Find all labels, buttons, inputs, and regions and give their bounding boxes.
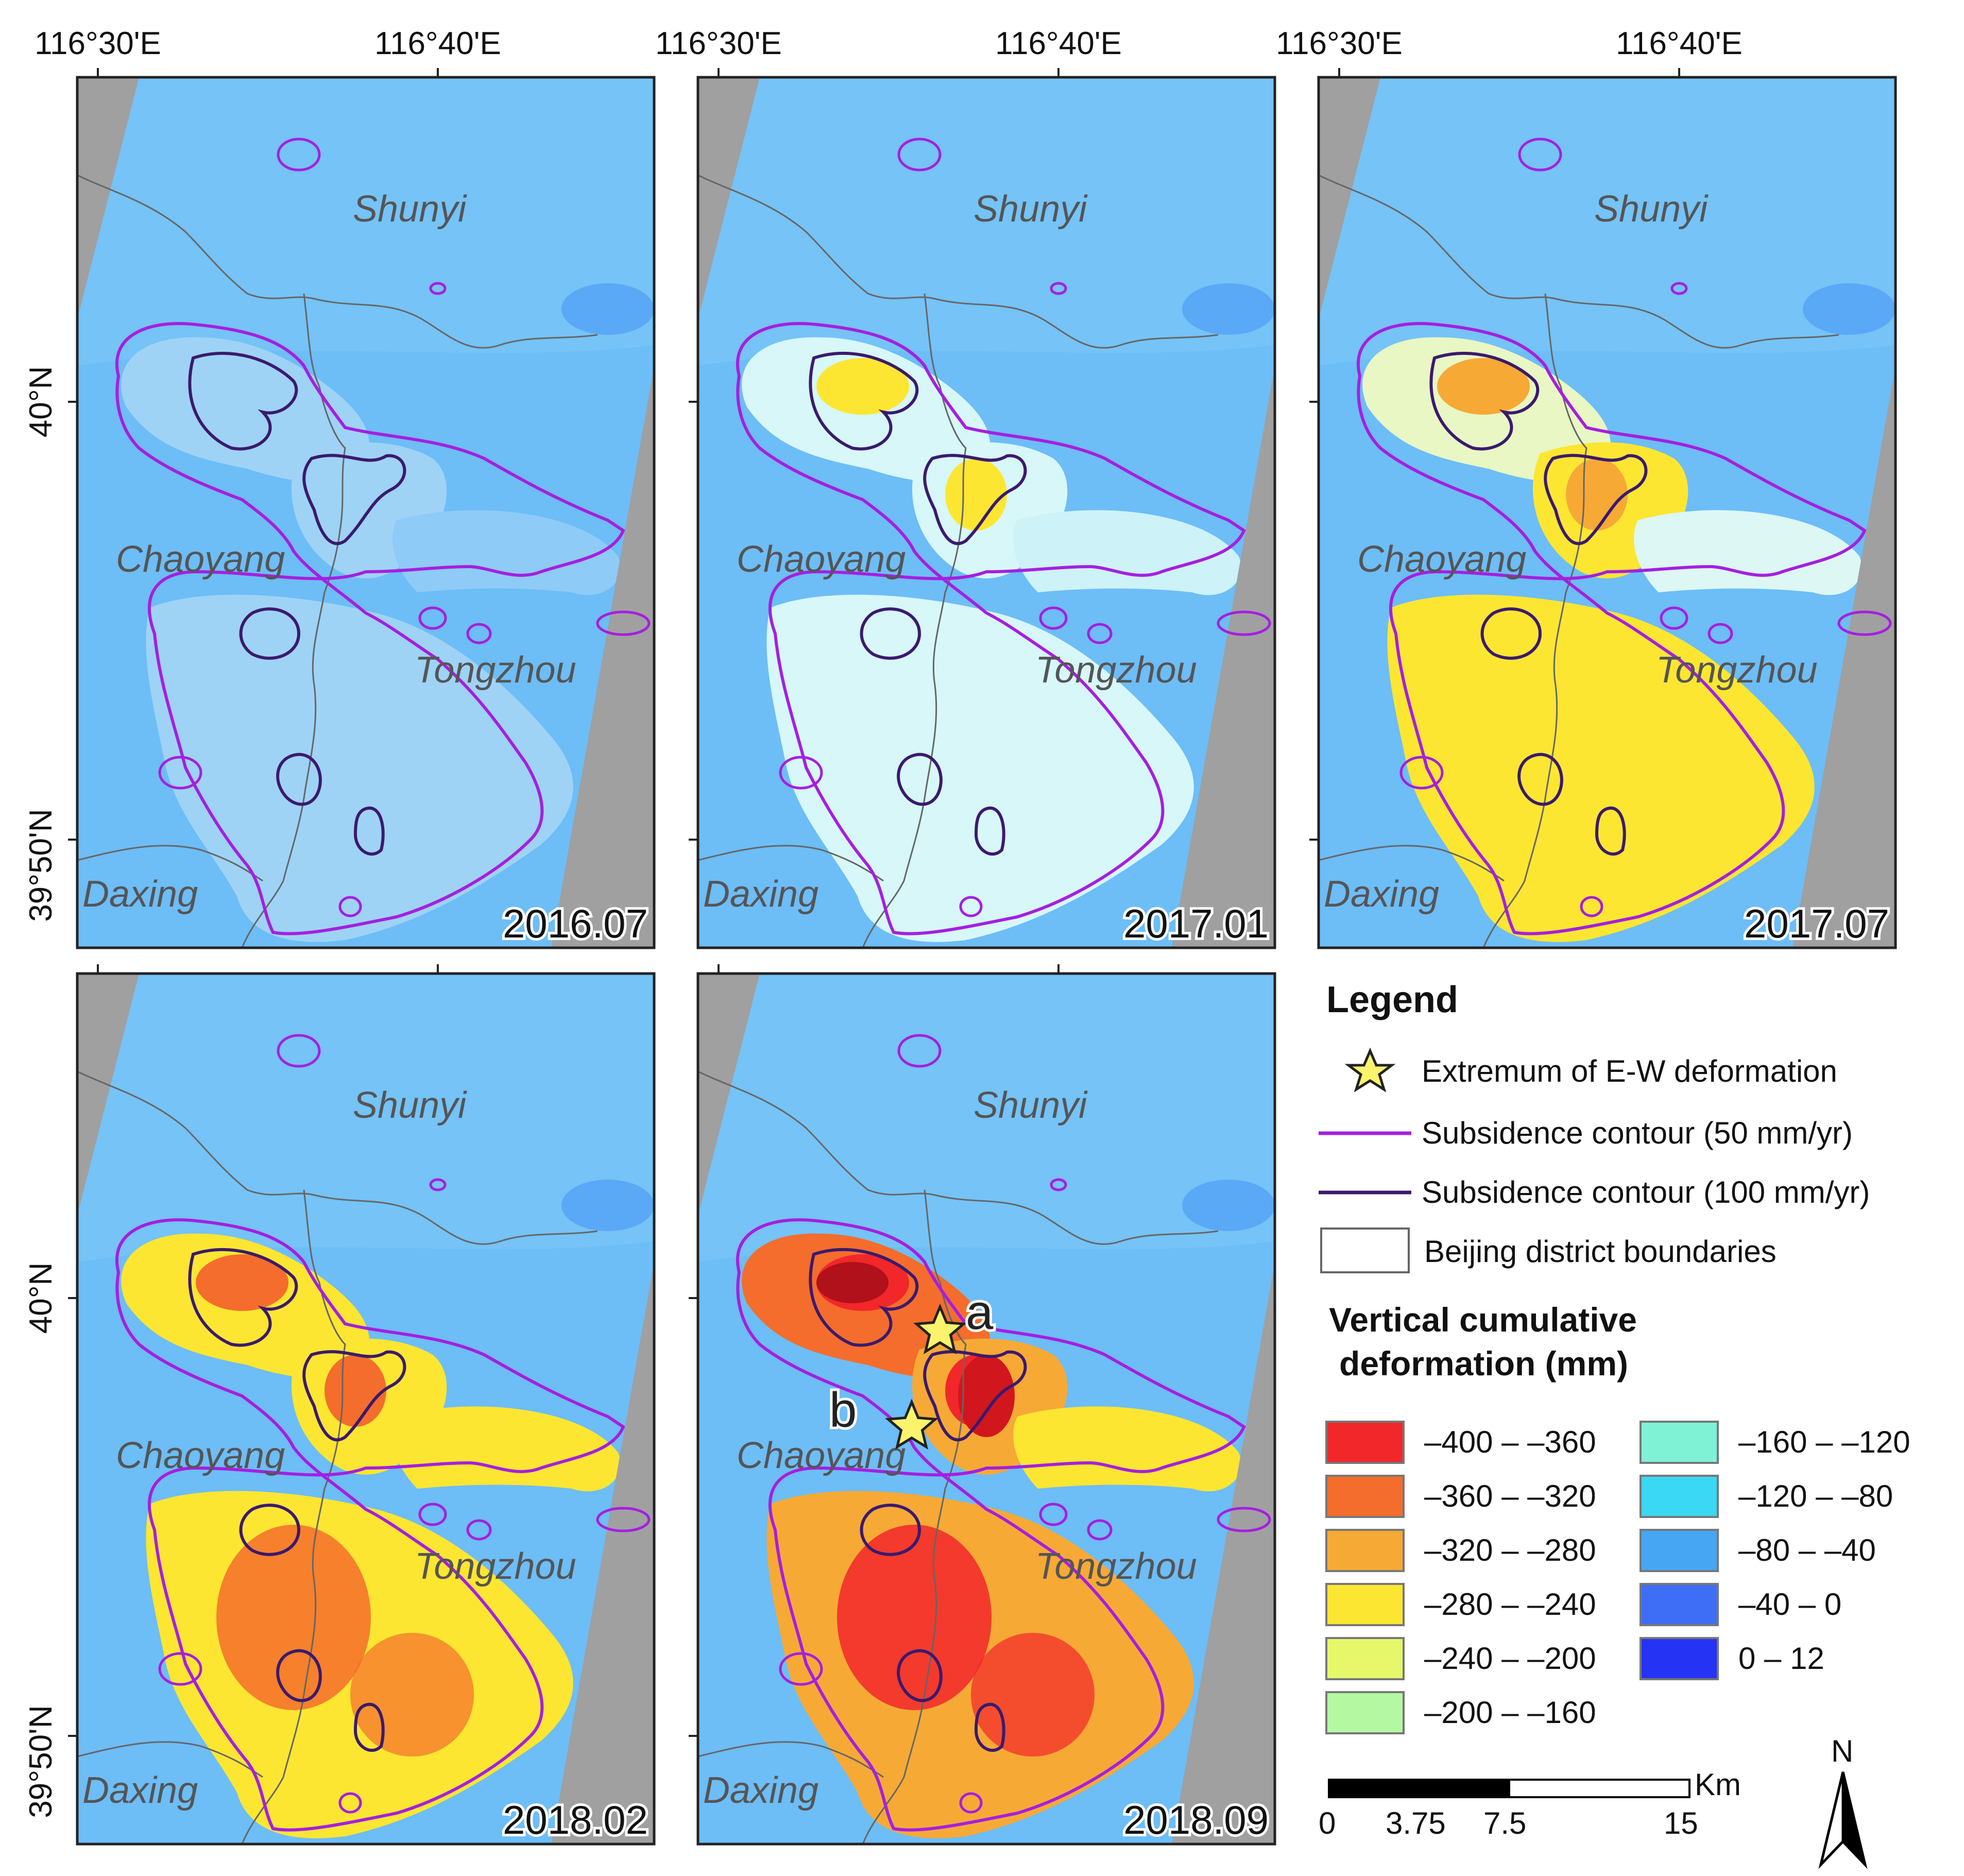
legend-deformation-title-2: deformation (mm) <box>1339 1344 1628 1383</box>
map-frame <box>76 972 656 1846</box>
legend-class-label: –280 – –240 <box>1424 1587 1596 1622</box>
lon-label-116-30: 116°30'E <box>655 26 782 61</box>
district-label-tongzhou: Tongzhou <box>1656 650 1818 691</box>
lon-label-116-30: 116°30'E <box>1276 26 1403 61</box>
legend-contour100-entry: Subsidence contour (100 mm/yr) <box>1319 1175 1870 1209</box>
scale-tick-0: 0 <box>1319 1806 1336 1840</box>
legend-class-swatch <box>1639 1475 1719 1518</box>
lat-label-39-50: 39°50'N <box>23 1705 59 1818</box>
district-label-daxing: Daxing <box>1324 874 1439 915</box>
north-arrow: N <box>1818 1734 1868 1869</box>
lon-label-116-40: 116°40'E <box>995 26 1122 61</box>
legend-class-label: –400 – –360 <box>1424 1425 1596 1459</box>
legend-class-label: –360 – –320 <box>1424 1479 1596 1513</box>
legend-class-swatch <box>1325 1691 1405 1734</box>
map-legend: Legend Extremum of E-W deformation Subsi… <box>1319 979 1910 1869</box>
scale-tick-2: 7.5 <box>1483 1806 1526 1840</box>
star-icon <box>1344 1047 1396 1093</box>
legend-class-swatch <box>1639 1583 1719 1626</box>
legend-deformation-title-1: Vertical cumulative <box>1329 1301 1637 1339</box>
legend-class-swatch <box>1639 1529 1719 1572</box>
district-label-chaoyang: Chaoyang <box>737 539 906 580</box>
district-label-tongzhou: Tongzhou <box>415 1546 576 1587</box>
map-frame <box>696 972 1276 1846</box>
extremum-star-icon <box>913 1303 967 1355</box>
lon-label-116-40: 116°40'E <box>374 26 501 61</box>
north-arrow-icon <box>1818 1771 1845 1869</box>
district-label-shunyi: Shunyi <box>353 189 467 230</box>
legend-class-label: –200 – –160 <box>1424 1695 1596 1730</box>
lon-label-116-40: 116°40'E <box>1616 26 1743 61</box>
point-label-a: a <box>966 1285 994 1340</box>
legend-contour100-label: Subsidence contour (100 mm/yr) <box>1422 1175 1870 1209</box>
legend-class-swatch <box>1325 1583 1405 1626</box>
legend-class-label: –240 – –200 <box>1424 1641 1596 1676</box>
lat-label-39-50: 39°50'N <box>23 809 59 922</box>
map-panel-2016.07: Shunyi Chaoyang Tongzhou Daxing 2016.07 116°3… <box>23 26 656 949</box>
legend-class-swatch <box>1639 1637 1719 1680</box>
scale-bar: Km 0 3.75 7.5 15 <box>1319 1767 1741 1840</box>
legend-class-label: 0 – 12 <box>1738 1641 1824 1676</box>
panel-date-label: 2017.01 <box>1123 901 1269 946</box>
legend-class-swatch <box>1325 1475 1405 1518</box>
district-label-chaoyang: Chaoyang <box>737 1435 906 1476</box>
lon-label-116-30: 116°30'E <box>35 26 161 61</box>
legend-boundaries-entry: Beijing district boundaries <box>1320 1227 1777 1273</box>
district-label-shunyi: Shunyi <box>974 1085 1088 1126</box>
panel-date-label: 2016.07 <box>503 901 648 946</box>
map-frame <box>76 76 656 949</box>
legend-class-swatch <box>1325 1421 1405 1464</box>
legend-boundaries-label: Beijing district boundaries <box>1424 1234 1777 1269</box>
legend-class-label: –320 – –280 <box>1424 1533 1596 1567</box>
district-label-chaoyang: Chaoyang <box>1357 539 1526 580</box>
legend-class-label: –80 – –40 <box>1738 1533 1876 1567</box>
legend-title: Legend <box>1326 979 1458 1020</box>
legend-class-label: –160 – –120 <box>1738 1425 1910 1459</box>
district-label-tongzhou: Tongzhou <box>1035 1546 1197 1587</box>
legend-classes: –400 – –360 –360 – –320 –320 – –280 –280 – … <box>1325 1421 1910 1734</box>
district-label-chaoyang: Chaoyang <box>116 1435 285 1476</box>
district-label-chaoyang: Chaoyang <box>116 539 285 580</box>
panel-date-label: 2017.07 <box>1744 901 1889 946</box>
extremum-star-icon <box>885 1399 938 1450</box>
legend-contour50-label: Subsidence contour (50 mm/yr) <box>1422 1116 1853 1150</box>
district-label-daxing: Daxing <box>703 874 818 915</box>
scale-tick-3: 15 <box>1664 1806 1698 1840</box>
map-panel-2018.09: Shunyi Chaoyang Tongzhou Daxing 2018.09 a b <box>689 964 1276 1846</box>
point-label-b: b <box>829 1383 857 1438</box>
legend-class-swatch <box>1325 1529 1405 1572</box>
lat-label-40: 40°N <box>23 366 59 438</box>
legend-class-swatch <box>1325 1637 1405 1680</box>
panel-date-label: 2018.09 <box>1123 1797 1269 1843</box>
district-label-shunyi: Shunyi <box>1594 189 1709 230</box>
scale-unit: Km <box>1695 1767 1741 1802</box>
district-label-tongzhou: Tongzhou <box>415 650 576 691</box>
map-panel-2018.02: Shunyi Chaoyang Tongzhou Daxing 2018.02 40°N 3… <box>23 964 656 1846</box>
boundaries-swatch <box>1320 1227 1410 1273</box>
map-frame <box>1317 76 1897 949</box>
map-panel-2017.07: Shunyi Chaoyang Tongzhou Daxing 2017.07 116°3… <box>1276 26 1897 949</box>
legend-class-label: –40 – 0 <box>1738 1587 1841 1622</box>
scale-tick-1: 3.75 <box>1386 1806 1446 1840</box>
district-label-shunyi: Shunyi <box>974 189 1088 230</box>
lat-label-40: 40°N <box>23 1263 59 1334</box>
legend-star-label: Extremum of E-W deformation <box>1422 1054 1837 1088</box>
map-panel-2017.01: Shunyi Chaoyang Tongzhou Daxing 2017.01 116°3… <box>655 26 1276 949</box>
north-label: N <box>1831 1734 1853 1768</box>
legend-star-entry: Extremum of E-W deformation <box>1344 1047 1837 1093</box>
district-label-daxing: Daxing <box>82 1770 198 1811</box>
legend-contour50-entry: Subsidence contour (50 mm/yr) <box>1319 1116 1853 1150</box>
map-frame <box>696 76 1276 949</box>
district-label-shunyi: Shunyi <box>353 1085 467 1126</box>
district-label-tongzhou: Tongzhou <box>1035 650 1197 691</box>
district-label-daxing: Daxing <box>703 1770 818 1811</box>
district-label-daxing: Daxing <box>82 874 198 915</box>
legend-class-label: –120 – –80 <box>1738 1479 1893 1513</box>
legend-class-swatch <box>1639 1421 1719 1464</box>
panel-date-label: 2018.02 <box>503 1797 648 1843</box>
